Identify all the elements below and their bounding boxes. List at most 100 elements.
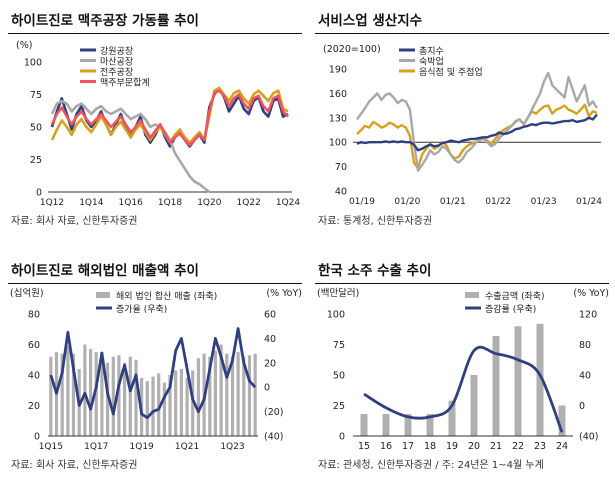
x-tick-label: 24	[556, 441, 568, 452]
legend-label: 음식점 및 주점업	[419, 66, 483, 78]
x-tick-label: 1Q15	[39, 442, 63, 452]
x-tick-label: 01/24	[576, 197, 602, 207]
sales-bar	[117, 355, 121, 436]
y-axis-unit: (%)	[16, 40, 32, 51]
x-tick-label: 21	[490, 441, 502, 452]
x-tick-label: 01/19	[349, 197, 375, 207]
y-tick-label-right: 40	[579, 371, 591, 382]
series-line	[50, 89, 289, 147]
sales-bar	[49, 356, 53, 436]
y-axis-unit-left: (십억원)	[10, 287, 44, 299]
series-line	[356, 103, 598, 170]
y-axis-unit-right: (% YoY)	[573, 288, 609, 299]
legend-label: 마산공장	[100, 57, 133, 68]
x-tick-label: 22	[512, 441, 524, 452]
x-tick-label: 1Q16	[119, 198, 144, 208]
y-tick-label: 130	[329, 113, 347, 124]
y-tick-label-right: 0	[579, 401, 585, 412]
chart-source: 자료: 통계청, 신한투자증권	[318, 216, 433, 227]
sales-bar	[100, 352, 104, 436]
growth-line	[363, 345, 564, 433]
sales-bar	[213, 350, 217, 436]
series-line	[50, 86, 289, 144]
chart-source: 자료: 회사 자료, 신한투자증권	[11, 460, 138, 471]
y-tick-label: 40	[335, 187, 347, 198]
sales-bar	[128, 356, 132, 436]
sales-bar	[66, 346, 70, 436]
y-tick-label-left: 0	[34, 432, 40, 443]
y-tick-label-right: 60	[264, 310, 276, 321]
y-tick-label: 0	[36, 188, 42, 199]
legend-label: 강원공장	[100, 46, 133, 57]
series-line	[50, 86, 289, 148]
export-bar	[492, 336, 500, 436]
sales-bar	[151, 376, 155, 436]
x-tick-label: 01/22	[485, 197, 511, 207]
legend-label: 총지수	[419, 46, 444, 57]
y-tick-label: 100	[329, 138, 347, 149]
sales-bar	[60, 353, 64, 436]
export-bar	[448, 400, 456, 436]
x-tick-label: 1Q14	[79, 198, 104, 208]
y-tick-label: 50	[30, 123, 42, 134]
y-axis-unit: (2020=100)	[323, 44, 381, 55]
x-tick-label: 1Q23	[220, 442, 244, 452]
legend-label: 해외 법인 합산 매출 (좌축)	[116, 290, 217, 302]
y-tick-label: 25	[30, 155, 42, 166]
y-tick-label-right: 40	[264, 334, 276, 345]
y-tick-label: 160	[329, 89, 347, 100]
y-tick-label-right: (40)	[579, 432, 599, 443]
x-tick-label: 1Q20	[197, 198, 222, 208]
export-bar	[536, 323, 544, 436]
chart-title: 서비스업 생산지수	[315, 10, 609, 34]
sales-bar	[134, 359, 138, 437]
export-bar	[514, 326, 522, 436]
x-tick-label: 18	[424, 441, 436, 452]
y-tick-label-left: 100	[327, 310, 345, 321]
line-chart-service-index: (2020=100) 40 70 100 130 160 190 01/19 01/20 01/2…	[323, 44, 602, 207]
sales-bar	[242, 356, 246, 436]
sales-bar	[106, 362, 110, 436]
sales-bar	[208, 356, 212, 436]
x-tick-label: 23	[534, 441, 546, 452]
sales-bar	[230, 356, 235, 436]
sales-bar	[111, 356, 115, 436]
legend-label: 증감률 (우축)	[485, 303, 536, 315]
sales-bar	[196, 358, 200, 436]
sales-bar	[83, 344, 87, 436]
sales-bar	[89, 349, 93, 436]
line-chart-plant-utilization: (%) 0 25 50 75 100 1Q12 1Q14 1Q16 1Q18 1Q20 1Q22 1Q2…	[16, 40, 300, 208]
y-tick-label-right: 120	[579, 310, 597, 321]
export-bar	[382, 414, 390, 436]
chart-panel-plant-utilization: 하이트진로 맥주공장 가동률 추이 (%) 0 25 50 75 100 1Q12 1Q14 1…	[8, 0, 308, 238]
y-tick-label-left: 0	[339, 432, 345, 443]
legend-label: 증가율 (우축)	[116, 304, 167, 315]
sales-bar	[123, 362, 127, 436]
chart-panel-soju-exports: 한국 소주 수출 추이 (백만달러) (% YoY) 0 25 50 75 100 (40) 0…	[315, 250, 615, 488]
sales-bar	[191, 370, 195, 436]
x-tick-label: 1Q12	[40, 198, 64, 208]
chart-panel-service-index: 서비스업 생산지수 (2020=100) 40 70 100 130 160 190 01/1…	[315, 0, 615, 238]
x-tick-label: 1Q22	[237, 198, 261, 208]
chart-source: 자료: 관세청, 신한투자증권 / 주: 24년은 1~4월 누계	[318, 460, 544, 471]
y-tick-label: 190	[329, 65, 347, 76]
export-bar	[426, 414, 434, 436]
y-tick-label: 75	[30, 90, 42, 101]
series-line	[50, 99, 211, 194]
x-tick-label: 01/21	[440, 197, 466, 207]
sales-bar	[174, 370, 178, 436]
y-axis-unit-left: (백만달러)	[317, 287, 359, 299]
chart-title: 하이트진로 맥주공장 가동률 추이	[8, 10, 302, 34]
y-tick-label-left: 20	[28, 401, 40, 412]
x-tick-label: 1Q18	[158, 198, 183, 208]
x-tick-label: 1Q17	[84, 442, 108, 452]
sales-bar	[168, 375, 172, 436]
sales-bar	[94, 352, 98, 436]
y-tick-label-left: 80	[28, 310, 40, 321]
y-tick-label-left: 60	[28, 340, 40, 351]
y-tick-label-right: 20	[264, 358, 276, 369]
export-bar	[404, 414, 412, 436]
y-tick-label: 100	[24, 58, 42, 69]
combo-chart-overseas-sales: (십억원) (% YoY) 0 20 40 60 80 (40) (20) 0 20 40 60 1Q15…	[10, 287, 302, 452]
x-tick-label: 01/20	[394, 197, 420, 207]
